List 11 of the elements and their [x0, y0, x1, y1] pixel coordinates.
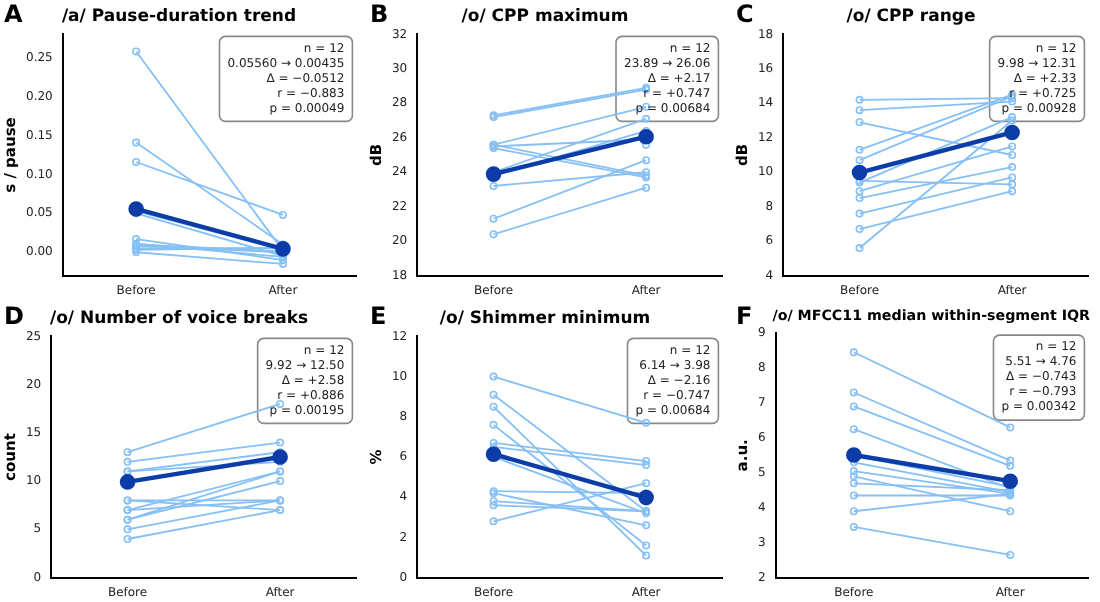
- text: C: [736, 0, 754, 29]
- chart-title: /o/ Number of voice breaks: [49, 307, 309, 328]
- text: E: [370, 301, 387, 330]
- chart-title: /a/ Pause-duration trend: [61, 6, 297, 27]
- chart-title: /o/ CPP maximum: [461, 6, 629, 27]
- text: B: [370, 0, 389, 29]
- text: D: [4, 301, 24, 330]
- chart-title: /o/ Shimmer minimum: [439, 307, 651, 328]
- text: A: [4, 0, 24, 29]
- chart-title: /o/ CPP range: [846, 6, 976, 27]
- text: F: [736, 301, 753, 330]
